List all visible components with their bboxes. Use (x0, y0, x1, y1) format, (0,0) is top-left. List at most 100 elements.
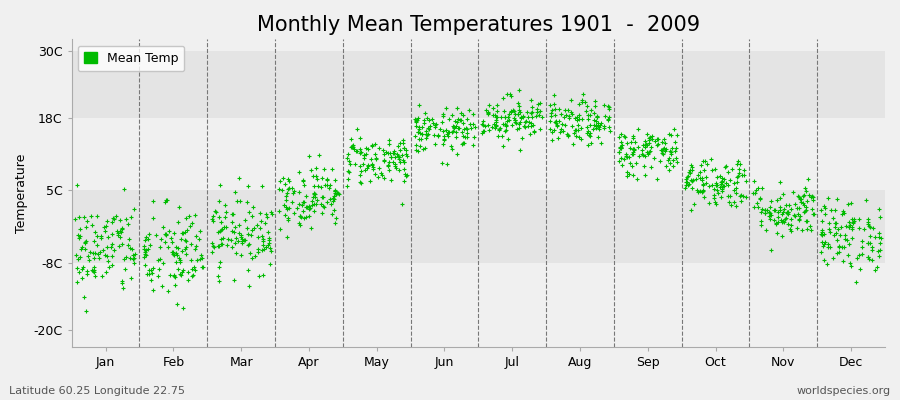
Point (392, 147, 407, 153)
Point (763, 216, 778, 222)
Point (758, 210, 772, 216)
Point (544, 113, 558, 119)
Point (392, 156, 407, 162)
Point (475, 120, 490, 127)
Point (597, 125, 611, 131)
Point (212, 243, 226, 250)
Point (114, 228, 129, 235)
Point (353, 150, 367, 156)
Point (126, 252, 140, 258)
Point (778, 214, 793, 221)
Point (463, 121, 477, 128)
Point (580, 142, 595, 148)
Point (614, 130, 628, 137)
Point (429, 121, 444, 128)
Point (587, 117, 601, 123)
Point (310, 197, 324, 203)
Point (460, 116, 474, 122)
Point (695, 175, 709, 182)
Point (568, 132, 582, 139)
Point (449, 134, 464, 140)
Point (751, 204, 765, 210)
Point (697, 180, 711, 187)
Point (377, 175, 392, 181)
Point (439, 127, 454, 133)
Point (784, 222, 798, 228)
Point (555, 121, 570, 127)
Point (104, 253, 119, 260)
Point (435, 119, 449, 125)
Point (638, 153, 652, 159)
Point (713, 173, 727, 180)
Point (758, 206, 772, 213)
Point (568, 114, 582, 121)
Point (565, 122, 580, 129)
Point (127, 206, 141, 212)
Point (860, 254, 875, 261)
Point (233, 232, 248, 238)
Point (564, 110, 579, 117)
Point (733, 193, 747, 199)
Point (514, 115, 528, 122)
Point (235, 238, 249, 244)
Point (265, 211, 279, 218)
Point (169, 259, 184, 266)
Point (635, 151, 650, 158)
Point (626, 147, 641, 153)
Point (830, 236, 844, 243)
Point (626, 146, 640, 152)
Point (143, 277, 157, 283)
Point (665, 163, 680, 169)
Point (657, 136, 671, 142)
Point (477, 128, 491, 134)
Point (754, 218, 769, 224)
Point (347, 161, 362, 168)
Point (388, 154, 402, 160)
Point (328, 191, 343, 198)
Point (117, 256, 131, 262)
Point (146, 287, 160, 293)
Point (506, 107, 520, 113)
Point (326, 198, 340, 204)
Point (636, 142, 651, 148)
Point (415, 130, 429, 137)
Point (306, 191, 320, 197)
Point (830, 250, 844, 256)
Point (141, 271, 156, 277)
Point (550, 121, 564, 128)
Bar (72, 263, 885, 330)
Point (215, 241, 230, 247)
Point (232, 198, 247, 204)
Point (482, 109, 496, 116)
Point (254, 218, 268, 224)
Point (76, 264, 90, 270)
Point (779, 209, 794, 215)
Point (627, 139, 642, 145)
Point (828, 224, 842, 230)
Point (552, 106, 566, 112)
Point (304, 225, 319, 232)
Point (491, 108, 505, 114)
Point (246, 204, 260, 210)
Point (400, 172, 414, 179)
Point (256, 272, 271, 278)
Point (590, 113, 604, 119)
Point (614, 144, 628, 150)
Point (212, 278, 226, 284)
Point (449, 129, 464, 135)
Point (623, 160, 637, 166)
Point (818, 205, 832, 211)
Point (366, 166, 381, 172)
Point (778, 202, 793, 208)
Point (842, 224, 856, 230)
Point (653, 158, 668, 164)
Point (752, 196, 767, 202)
Point (832, 249, 846, 255)
Point (566, 130, 580, 136)
Point (114, 278, 129, 284)
Point (656, 145, 670, 152)
Point (178, 246, 193, 252)
Point (792, 193, 806, 200)
Point (770, 221, 784, 228)
Point (625, 151, 639, 157)
